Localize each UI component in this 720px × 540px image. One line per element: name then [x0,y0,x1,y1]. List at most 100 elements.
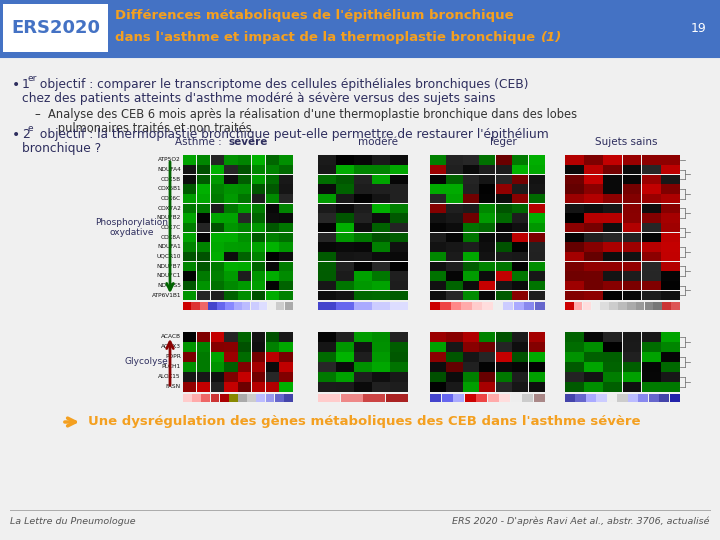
Bar [446,332,462,342]
Bar [354,223,372,232]
Bar [463,262,479,271]
Bar [480,213,495,222]
Bar [252,342,265,352]
Bar [266,242,279,252]
Bar [197,242,210,252]
Bar [372,165,390,174]
Bar [482,302,492,310]
Bar [661,204,680,213]
Bar [584,352,603,362]
Bar [623,223,642,232]
Bar [238,382,251,392]
Text: Phosphorylation
oxydative: Phosphorylation oxydative [95,218,168,237]
Bar [183,394,192,402]
Bar [463,204,479,213]
Bar [266,252,279,261]
Bar [279,342,293,352]
Bar [623,271,642,281]
Bar [584,382,603,392]
Bar [603,223,622,232]
Bar [512,184,528,194]
Bar [512,213,528,222]
Bar [372,372,390,382]
Bar [584,372,603,382]
Bar [565,242,584,252]
Bar [463,281,479,291]
Bar [224,291,238,300]
Bar [318,291,336,300]
Bar [390,302,408,310]
Bar [238,362,251,372]
Bar [534,302,545,310]
Bar [528,242,545,252]
Bar [623,194,642,204]
Bar [446,184,462,194]
Bar [210,394,220,402]
Bar [372,223,390,232]
Bar [210,281,224,291]
Bar [266,174,279,184]
Bar [354,194,372,204]
Bar [224,233,238,242]
Bar [446,156,462,165]
Bar [430,252,446,261]
Bar [661,194,680,204]
Bar [266,281,279,291]
Bar [661,174,680,184]
Bar [446,262,462,271]
Bar [318,394,341,402]
Bar [354,204,372,213]
Bar [390,156,408,165]
Bar [642,174,660,184]
Bar [446,382,462,392]
Bar [480,223,495,232]
Bar [586,394,596,402]
Bar [279,362,293,372]
Bar [661,332,680,342]
Text: PDPR: PDPR [165,354,181,360]
Bar [354,362,372,372]
Bar [642,271,660,281]
Bar [336,223,354,232]
Bar [565,233,584,242]
Bar [584,242,603,252]
Bar [224,342,238,352]
Bar [183,382,197,392]
Bar [266,291,279,300]
Bar [202,394,210,402]
Bar [463,156,479,165]
Bar [266,194,279,204]
Bar [584,204,603,213]
Bar [512,252,528,261]
Bar [495,213,512,222]
Bar [430,352,446,362]
Bar [279,382,293,392]
Bar [642,342,660,352]
Bar [318,223,336,232]
Bar [472,302,482,310]
Bar [661,342,680,352]
Bar [336,204,354,213]
Bar [495,281,512,291]
Bar [390,352,408,362]
Bar [274,394,284,402]
Bar [266,352,279,362]
Bar [480,165,495,174]
Bar [623,165,642,174]
Bar [565,156,584,165]
Bar [603,156,622,165]
Bar [430,372,446,382]
Bar [565,252,584,261]
Bar [649,394,659,402]
Bar [336,281,354,291]
Bar [627,302,636,310]
Bar [446,252,462,261]
Text: Sujets sains: Sujets sains [595,137,657,147]
Bar [430,174,446,184]
Bar [318,184,336,194]
Bar [528,262,545,271]
Bar [642,213,660,222]
Text: Asthme :: Asthme : [175,137,222,147]
Bar [603,242,622,252]
Bar [603,372,622,382]
